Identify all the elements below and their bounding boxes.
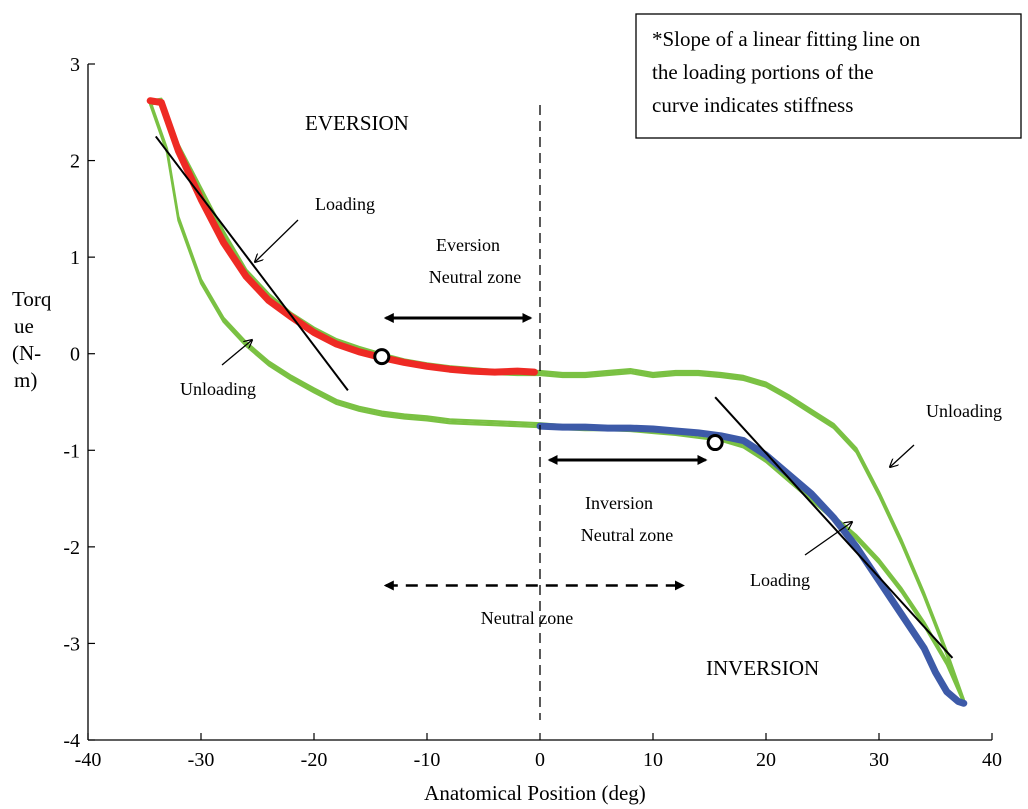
series-upper-curve-trace-2 [149, 97, 965, 701]
fit-lines [155, 135, 954, 659]
y-tick-label: -4 [63, 730, 80, 752]
unloading-left-pointer [221, 340, 252, 366]
y-tick-label: -3 [63, 633, 80, 655]
unloading-right-label: Unloading [926, 401, 1002, 421]
y-tick-label: 3 [70, 54, 80, 76]
y-tick-label: 1 [70, 247, 80, 269]
neutral-zone-boundary-marker-1 [373, 348, 391, 366]
y-axis-title-line-1: Torq [12, 287, 52, 311]
x-tick-label: 20 [756, 749, 776, 771]
x-tick-label: 10 [643, 749, 663, 771]
x-tick-label: -30 [188, 749, 215, 771]
x-tick-label: 0 [535, 749, 545, 771]
loading-left-pointer [255, 219, 299, 262]
y-tick-label: -2 [63, 537, 80, 559]
inversion-label: INVERSION [706, 656, 819, 680]
x-tick-label: 30 [869, 749, 889, 771]
neutral-zone-boundary-marker-2 [706, 434, 724, 452]
unloading-left-label: Unloading [180, 379, 256, 399]
x-tick-label: 40 [982, 749, 1002, 771]
eversion-neutral-zone-label-line-1: Eversion [436, 235, 500, 255]
y-tick-label: -1 [63, 440, 80, 462]
x-tick-label: -10 [414, 749, 441, 771]
fit-line-2 [714, 396, 954, 659]
annotations: Loading Unloading Unloading Loading Eversion… [180, 194, 1002, 628]
loading-right-pointer [804, 522, 852, 556]
axes [87, 64, 992, 741]
inversion-neutral-zone-label-line-2: Neutral zone [581, 525, 673, 545]
note-line-3: curve indicates stiffness [652, 93, 853, 117]
data-series [146, 97, 968, 707]
y-tick-label: 2 [70, 151, 80, 173]
fit-line-1 [155, 135, 349, 392]
y-axis-title-line-4: m) [14, 368, 37, 392]
note-line-1: *Slope of a linear fitting line on [652, 27, 921, 51]
neutral-zone-label: Neutral zone [481, 608, 573, 628]
y-tick-label: 0 [70, 344, 80, 366]
unloading-right-pointer [890, 444, 915, 467]
loading-right-label: Loading [750, 570, 810, 590]
x-tick-label: -40 [75, 749, 102, 771]
x-tick-label: -20 [301, 749, 328, 771]
y-axis-title-line-3: (N- [12, 341, 41, 365]
x-axis-title: Anatomical Position (deg) [424, 781, 646, 805]
y-axis-title-line-2: ue [14, 314, 34, 338]
neutral-zone-markers [373, 348, 724, 452]
series-eversion-loading [146, 97, 538, 376]
loading-left-label: Loading [315, 194, 375, 214]
note-box [635, 13, 1022, 139]
eversion-neutral-zone-label-line-2: Neutral zone [429, 267, 521, 287]
eversion-label: EVERSION [305, 111, 409, 135]
note-line-2: the loading portions of the [652, 60, 874, 84]
inversion-neutral-zone-label-line-1: Inversion [585, 493, 653, 513]
